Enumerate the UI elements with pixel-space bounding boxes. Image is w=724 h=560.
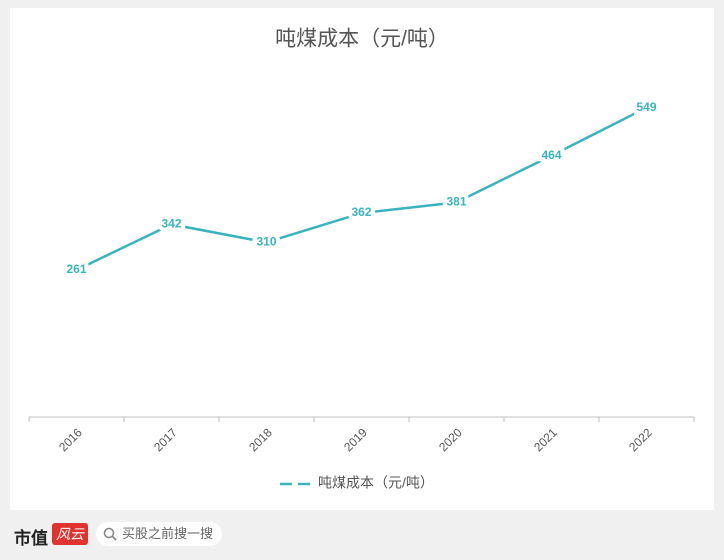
data-label: 342 <box>161 217 181 231</box>
line <box>75 106 648 272</box>
legend-label: 吨煤成本（元/吨） <box>318 475 434 491</box>
search-icon <box>103 527 117 541</box>
data-label: 261 <box>66 262 86 276</box>
chart: 吨煤成本（元/吨） 2016 2017 2018 2019 2020 2021 202226… <box>10 8 714 510</box>
footer: 市值 风云 买股之前搜一搜 <box>0 514 724 560</box>
search-box[interactable]: 买股之前搜一搜 <box>96 522 222 546</box>
data-label: 464 <box>541 148 561 162</box>
logo: 风云 <box>52 523 88 545</box>
search-placeholder: 买股之前搜一搜 <box>122 526 214 541</box>
data-label: 362 <box>351 205 371 219</box>
data-label: 549 <box>636 100 656 114</box>
data-label: 381 <box>446 195 466 209</box>
chart-title: 吨煤成本（元/吨） <box>275 28 449 51</box>
brand: 市值 <box>14 529 48 548</box>
data-label: 310 <box>256 235 276 249</box>
chart-panel <box>10 8 714 510</box>
